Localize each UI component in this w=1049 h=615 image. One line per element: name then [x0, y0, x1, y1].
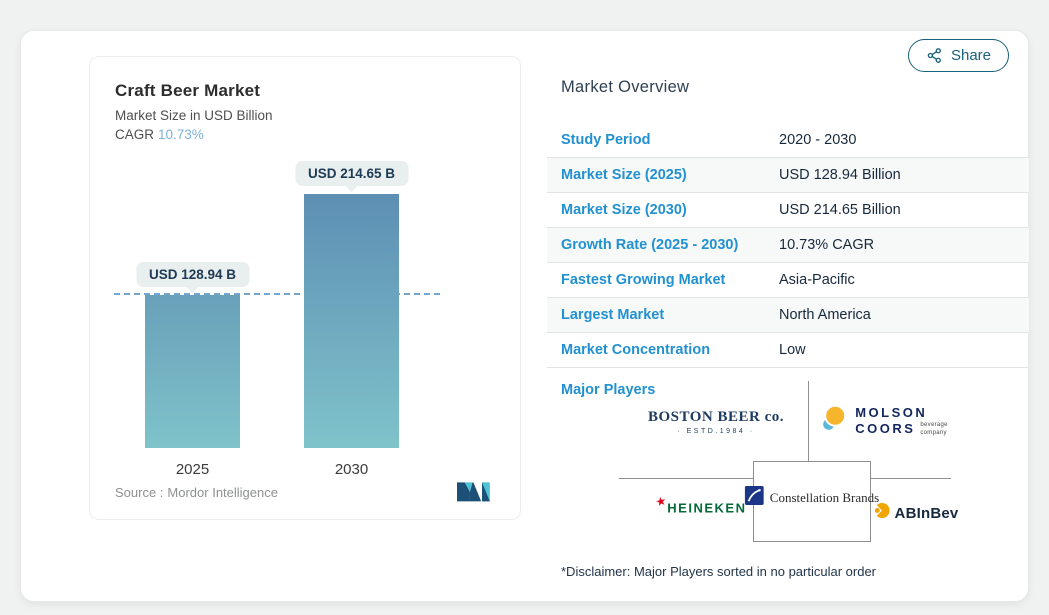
players-grid-horizontal-line: [871, 478, 951, 479]
table-row: Market Size (2025) USD 128.94 Billion: [547, 158, 1029, 193]
row-label: Fastest Growing Market: [561, 272, 726, 288]
chart-title: Craft Beer Market: [115, 81, 261, 100]
major-players-grid: BOSTON BEER co. · ESTD.1984 · MOLSON COO…: [547, 379, 1029, 551]
mordor-intelligence-logo-icon: [457, 480, 495, 505]
molson-tagline: beverage company: [920, 421, 948, 436]
row-value: North America: [779, 307, 871, 323]
bar-value-tooltip: USD 128.94 B: [135, 262, 250, 294]
row-value: 2020 - 2030: [779, 132, 857, 148]
boston-beer-name: BOSTON BEER co.: [647, 409, 785, 425]
heineken-star-icon: ★: [654, 493, 668, 510]
chart-cagr-line: CAGR 10.73%: [115, 127, 520, 142]
abinbev-icon: [873, 502, 891, 524]
molson-line2: COORS: [855, 421, 916, 436]
table-row: Study Period 2020 - 2030: [547, 123, 1029, 158]
row-value: Asia-Pacific: [779, 272, 855, 288]
row-value: Low: [779, 342, 806, 358]
row-label: Study Period: [561, 132, 651, 148]
logo-abinbev: ABInBev: [873, 502, 959, 524]
report-card: Share Craft Beer Market Market Size in U…: [20, 30, 1029, 602]
players-grid-center-box: [753, 461, 871, 542]
logo-heineken: ★ HEINEKEN: [654, 494, 747, 516]
x-axis-label-2025: 2025: [175, 461, 210, 478]
row-value: 10.73% CAGR: [779, 237, 875, 253]
table-row: Fastest Growing Market Asia-Pacific: [547, 263, 1029, 298]
row-label: Growth Rate (2025 - 2030): [561, 237, 739, 253]
overview-table: Study Period 2020 - 2030 Market Size (20…: [547, 123, 1029, 368]
chart-header: Craft Beer Market Market Size in USD Bil…: [90, 57, 520, 142]
molson-coors-icon: [820, 405, 847, 437]
row-label: Market Size (2025): [561, 167, 687, 183]
row-label: Largest Market: [561, 307, 665, 323]
players-grid-horizontal-line: [619, 478, 753, 479]
cagr-value: 10.73%: [158, 127, 204, 142]
table-row: Growth Rate (2025 - 2030) 10.73% CAGR: [547, 228, 1029, 263]
share-label: Share: [950, 47, 991, 64]
market-overview-panel: Market Overview Study Period 2020 - 2030…: [547, 31, 1029, 603]
abinbev-name: ABInBev: [894, 504, 959, 522]
logo-constellation-brands: Constellation Brands: [744, 486, 880, 510]
table-row: Market Concentration Low: [547, 333, 1029, 368]
chart-source-row: Source : Mordor Intelligence: [115, 480, 495, 505]
row-label: Market Size (2030): [561, 202, 687, 218]
chart-panel: Craft Beer Market Market Size in USD Bil…: [89, 56, 521, 520]
source-name: Mordor Intelligence: [167, 485, 278, 500]
logo-boston-beer: BOSTON BEER co. · ESTD.1984 ·: [648, 409, 784, 435]
source-text: Source : Mordor Intelligence: [115, 485, 282, 500]
major-players-label: Major Players: [561, 382, 656, 398]
bar-2025[interactable]: [145, 295, 240, 448]
row-value: USD 214.65 Billion: [779, 202, 901, 218]
table-row: Largest Market North America: [547, 298, 1029, 333]
bar-chart: USD 128.94 B 2025 USD 214.65 B 2030: [112, 161, 498, 478]
table-row: Market Size (2030) USD 214.65 Billion: [547, 193, 1029, 228]
players-grid-vertical-line: [808, 381, 809, 461]
share-icon: [926, 47, 943, 64]
reference-line: [114, 293, 440, 296]
row-value: USD 128.94 Billion: [779, 167, 901, 183]
x-axis-label-2030: 2030: [334, 461, 369, 478]
overview-heading: Market Overview: [561, 78, 690, 96]
constellation-brands-name: Constellation Brands: [769, 490, 880, 505]
boston-beer-tagline: · ESTD.1984 ·: [677, 428, 755, 435]
molson-coors-name: MOLSON COORS beverage company: [855, 405, 948, 438]
chart-subtitle: Market Size in USD Billion: [115, 108, 273, 123]
bar-group-2030: USD 214.65 B 2030: [294, 161, 409, 478]
cagr-label: CAGR: [115, 127, 155, 142]
constellation-brands-icon: [744, 486, 764, 510]
row-label: Market Concentration: [561, 342, 711, 358]
share-button[interactable]: Share: [907, 39, 1009, 72]
source-label: Source :: [115, 485, 164, 500]
bar-group-2025: USD 128.94 B 2025: [135, 170, 250, 478]
heineken-name: HEINEKEN: [667, 500, 747, 516]
bar-value-tooltip: USD 214.65 B: [294, 161, 409, 193]
disclaimer-text: *Disclaimer: Major Players sorted in no …: [561, 564, 877, 579]
molson-line1: MOLSON: [855, 404, 928, 420]
logo-molson-coors: MOLSON COORS beverage company: [820, 405, 948, 438]
bar-2030[interactable]: [304, 194, 399, 448]
